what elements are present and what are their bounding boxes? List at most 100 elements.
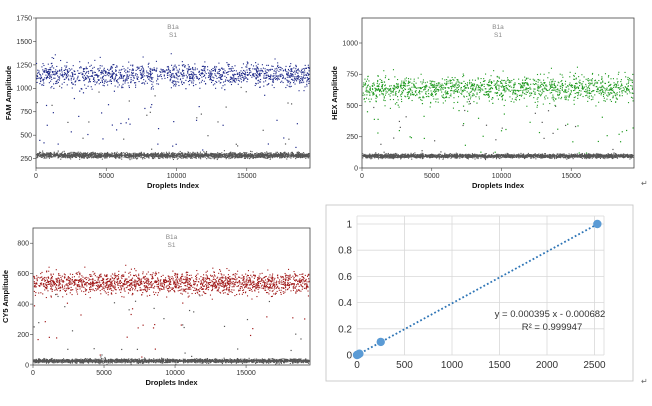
fam-droplet bbox=[211, 154, 213, 156]
fam-droplet bbox=[87, 155, 89, 157]
fam-droplet bbox=[200, 153, 202, 155]
fam-droplet bbox=[114, 85, 116, 87]
fam-droplet bbox=[262, 71, 264, 73]
hex-droplet bbox=[480, 88, 482, 90]
fam-droplet bbox=[139, 70, 141, 72]
fam-droplet bbox=[227, 80, 229, 82]
fam-droplet bbox=[116, 155, 118, 157]
hex-droplet bbox=[430, 101, 432, 103]
fam-droplet bbox=[175, 156, 177, 158]
fam-droplet bbox=[89, 78, 91, 80]
fam-droplet bbox=[227, 154, 229, 156]
fam-droplet bbox=[295, 146, 297, 149]
fam-droplet bbox=[263, 77, 265, 79]
fam-droplet bbox=[128, 156, 130, 158]
fam-droplet bbox=[141, 65, 143, 67]
fam-droplet bbox=[52, 153, 54, 155]
hex-droplet bbox=[473, 94, 475, 96]
fam-droplet bbox=[67, 156, 69, 158]
fam-droplet bbox=[229, 78, 231, 80]
fam-droplet bbox=[150, 77, 152, 79]
hex-droplet bbox=[374, 90, 376, 92]
fam-droplet bbox=[132, 65, 134, 67]
fam-droplet bbox=[127, 67, 129, 69]
fam-droplet bbox=[235, 154, 237, 157]
fam-droplet bbox=[126, 154, 128, 156]
fam-droplet bbox=[152, 77, 154, 79]
fam-droplet bbox=[123, 138, 125, 140]
hex-droplet bbox=[518, 83, 520, 85]
fam-droplet bbox=[212, 157, 214, 159]
fam-droplet bbox=[95, 74, 98, 76]
fam-droplet bbox=[255, 83, 257, 85]
fam-droplet bbox=[130, 154, 132, 156]
hex-droplet bbox=[488, 100, 490, 102]
hex-droplet bbox=[620, 85, 622, 87]
fam-droplet bbox=[286, 153, 288, 155]
hex-droplet bbox=[508, 81, 510, 83]
hex-droplet bbox=[499, 80, 501, 83]
fam-droplet bbox=[124, 154, 126, 156]
fam-droplet bbox=[87, 154, 89, 156]
hex-droplet bbox=[381, 93, 383, 95]
fam-droplet bbox=[230, 154, 232, 156]
fam-droplet bbox=[205, 153, 207, 155]
fam-droplet bbox=[149, 67, 151, 69]
fam-droplet bbox=[44, 153, 46, 155]
fam-droplet bbox=[273, 153, 275, 155]
fam-droplet bbox=[209, 76, 211, 78]
hex-droplet bbox=[513, 89, 516, 91]
fam-droplet bbox=[120, 156, 122, 158]
fam-ytick-label: 1500 bbox=[16, 39, 32, 46]
fam-droplet bbox=[191, 156, 193, 158]
fam-droplet bbox=[135, 69, 137, 71]
fam-droplet bbox=[43, 142, 45, 144]
fam-droplet bbox=[247, 74, 249, 76]
fam-droplet bbox=[57, 78, 59, 81]
hex-droplet bbox=[589, 82, 591, 84]
fam-droplet bbox=[45, 78, 47, 80]
fam-droplet bbox=[244, 156, 246, 158]
hex-droplet bbox=[586, 92, 588, 94]
fam-droplet bbox=[83, 153, 85, 155]
fam-droplet bbox=[292, 156, 294, 158]
fam-droplet bbox=[54, 74, 56, 76]
fam-droplet bbox=[150, 72, 152, 74]
fam-droplet bbox=[193, 74, 195, 76]
fam-droplet bbox=[241, 153, 243, 155]
fam-droplet bbox=[75, 155, 78, 157]
fam-droplet bbox=[48, 82, 50, 84]
fam-droplet bbox=[107, 104, 110, 106]
fam-droplet bbox=[111, 67, 113, 69]
fam-droplet bbox=[170, 53, 172, 55]
fam-droplet bbox=[59, 85, 61, 87]
fam-droplet bbox=[88, 70, 90, 72]
fam-droplet bbox=[189, 156, 191, 158]
hex-droplet bbox=[609, 88, 611, 90]
fam-droplet bbox=[86, 153, 88, 155]
hex-droplet bbox=[508, 85, 510, 88]
fam-droplet bbox=[182, 154, 184, 156]
fam-droplet bbox=[63, 155, 65, 157]
fam-droplet bbox=[78, 115, 80, 118]
fam-droplet bbox=[239, 75, 241, 77]
hex-droplet bbox=[422, 86, 424, 89]
hex-droplet bbox=[375, 89, 377, 91]
fam-droplet bbox=[88, 154, 90, 156]
fam-droplet bbox=[276, 153, 278, 156]
fam-droplet bbox=[287, 72, 289, 74]
hex-droplet bbox=[594, 83, 596, 85]
fam-droplet bbox=[261, 156, 263, 158]
fam-droplet bbox=[40, 155, 43, 157]
fam-droplet bbox=[269, 158, 271, 160]
hex-droplet bbox=[560, 85, 562, 87]
fam-droplet bbox=[91, 156, 93, 158]
fam-droplet bbox=[262, 152, 264, 154]
fam-droplet bbox=[128, 76, 130, 78]
fam-droplet bbox=[109, 156, 111, 158]
fam-droplet bbox=[114, 154, 116, 157]
fam-droplet bbox=[76, 78, 78, 80]
hex-droplet bbox=[573, 78, 575, 80]
fam-droplet bbox=[117, 155, 119, 157]
fam-droplet bbox=[177, 157, 179, 159]
